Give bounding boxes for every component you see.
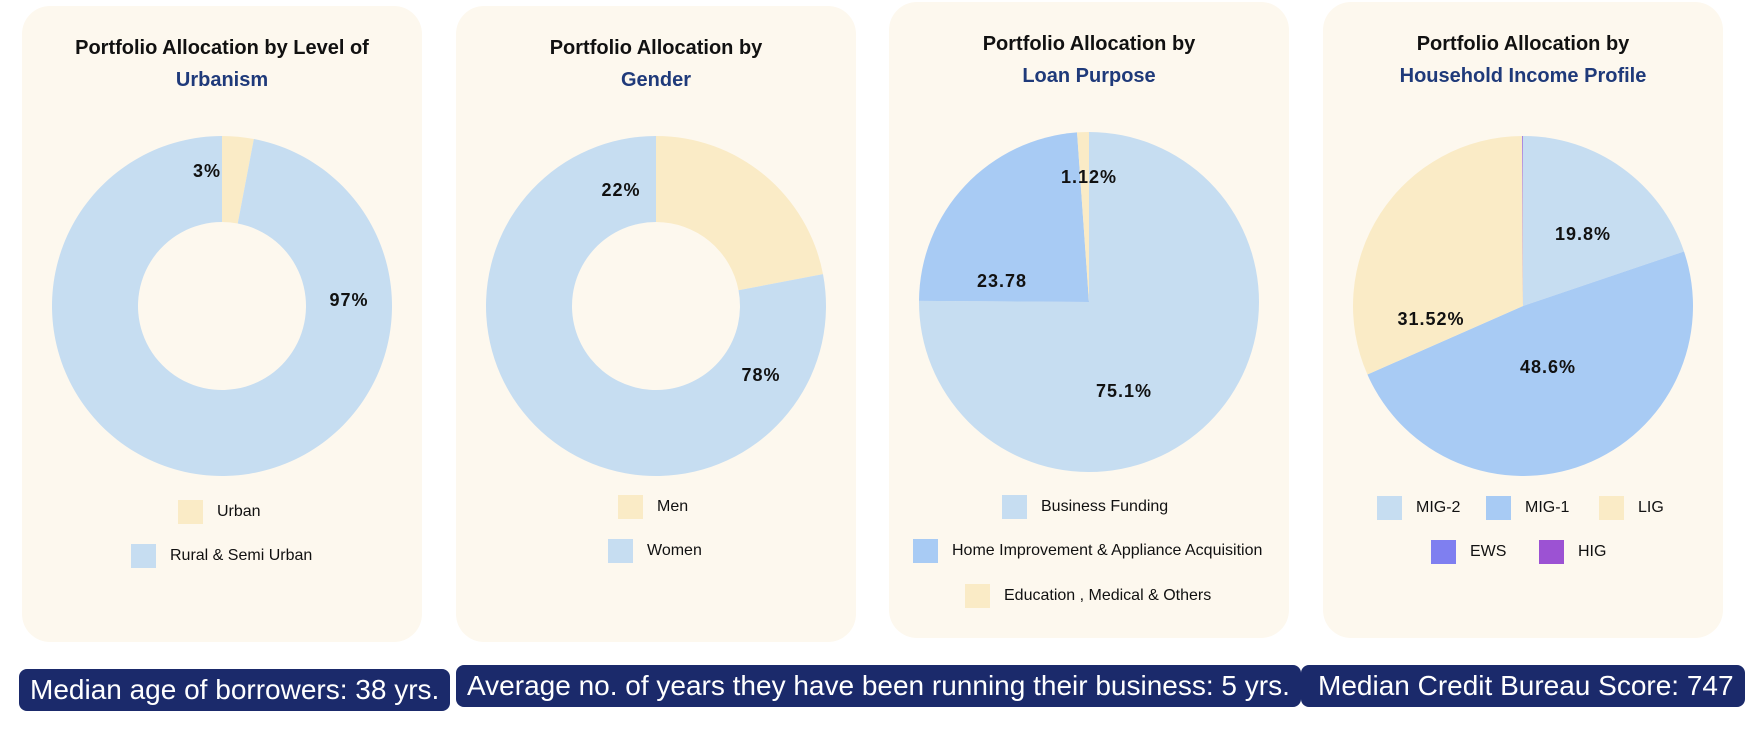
legend-label-mig-2: MIG-2: [1416, 499, 1461, 516]
slice-men: [656, 136, 823, 291]
gender-title-line1: Portfolio Allocation by: [549, 37, 763, 59]
legend-label-business-funding: Business Funding: [1041, 498, 1169, 515]
legend-item-education-medical-others: Education , Medical & Others: [965, 584, 1211, 608]
legend-label-ews: EWS: [1470, 543, 1507, 560]
urbanism-title-line1: Portfolio Allocation by Level of: [75, 37, 369, 59]
legend-swatch-urban: [178, 500, 203, 524]
legend-item-business-funding: Business Funding: [1002, 495, 1168, 519]
credit-score-banner: Median Credit Bureau Score: 747: [1301, 665, 1745, 707]
slice-rural-semi-urban: [51, 136, 392, 477]
gender-chart-title: Portfolio Allocation by Gender: [456, 32, 856, 96]
slice-women: [486, 136, 826, 477]
business-years-banner: Average no. of years they have been runn…: [456, 665, 1301, 707]
legend-label-lig: LIG: [1638, 499, 1664, 516]
gender-donut-chart: 22% 78%: [486, 136, 826, 477]
legend-label-rural-semi-urban: Rural & Semi Urban: [170, 547, 313, 564]
legend-swatch-men: [618, 495, 643, 519]
data-label-business-funding: 75.1%: [1096, 381, 1152, 401]
legend-swatch-business-funding: [1002, 495, 1027, 519]
data-label-mig-1: 48.6%: [1520, 357, 1576, 377]
data-label-rural-semi-urban: 97%: [329, 290, 368, 310]
loan-purpose-title-line1: Portfolio Allocation by: [982, 33, 1196, 55]
legend-item-home-improvement: Home Improvement & Appliance Acquisition: [913, 539, 1262, 563]
income-profile-chart-title: Portfolio Allocation by Household Income…: [1323, 28, 1723, 92]
legend-swatch-women: [608, 539, 633, 563]
legend-swatch-home-improvement: [913, 539, 938, 563]
legend-item-lig: LIG: [1599, 496, 1664, 520]
slice-urban: [222, 136, 254, 224]
data-label-lig: 31.52%: [1397, 309, 1464, 329]
urbanism-donut-chart: 3% 97%: [51, 136, 392, 477]
data-label-education-medical-others: 1.12%: [1061, 167, 1117, 187]
slice-ews: [1522, 136, 1523, 306]
data-label-women: 78%: [741, 365, 780, 385]
data-label-mig-2: 19.8%: [1555, 224, 1611, 244]
gender-card: Portfolio Allocation by Gender 22% 78% Me…: [456, 6, 856, 642]
legend-item-ews: EWS: [1431, 540, 1506, 564]
legend-item-mig-1: MIG-1: [1486, 496, 1569, 520]
legend-label-education-medical-others: Education , Medical & Others: [1004, 587, 1212, 604]
slice-mig-1: [1367, 251, 1694, 477]
slice-lig: [1353, 136, 1523, 375]
loan-purpose-pie-chart: 75.1% 23.78 1.12%: [919, 132, 1259, 472]
data-label-home-improvement-appliance-acquisition: 23.78: [977, 271, 1027, 291]
urbanism-card: Portfolio Allocation by Level of Urbanis…: [22, 6, 422, 642]
urbanism-title-highlight: Urbanism: [175, 69, 269, 91]
legend-item-rural-semi-urban: Rural & Semi Urban: [131, 544, 312, 568]
legend-item-mig-2: MIG-2: [1377, 496, 1460, 520]
legend-swatch-rural-semi-urban: [131, 544, 156, 568]
legend-label-hig: HIG: [1578, 543, 1607, 560]
median-age-banner: Median age of borrowers: 38 yrs.: [19, 669, 451, 711]
legend-label-women: Women: [647, 542, 702, 559]
slice-home-improvement-appliance-acquisition: [919, 132, 1089, 302]
legend-swatch-education-medical-others: [965, 584, 990, 608]
legend-item-hig: HIG: [1539, 540, 1606, 564]
legend-item-urban: Urban: [178, 500, 261, 524]
legend-item-men: Men: [618, 495, 688, 519]
slice-mig-2: [1523, 136, 1685, 306]
loan-purpose-title-highlight: Loan Purpose: [1022, 65, 1156, 87]
legend-label-urban: Urban: [217, 503, 261, 520]
legend-swatch-hig: [1539, 540, 1564, 564]
data-label-urban: 3%: [193, 161, 221, 181]
legend-swatch-lig: [1599, 496, 1624, 520]
legend-label-mig-1: MIG-1: [1525, 499, 1570, 516]
slice-education-medical-others: [1077, 132, 1089, 302]
legend-item-women: Women: [608, 539, 702, 563]
legend-label-home-improvement: Home Improvement & Appliance Acquisition: [952, 542, 1263, 559]
loan-purpose-chart-title: Portfolio Allocation by Loan Purpose: [889, 28, 1289, 92]
legend-swatch-mig-2: [1377, 496, 1402, 520]
legend-swatch-ews: [1431, 540, 1456, 564]
data-label-men: 22%: [601, 180, 640, 200]
legend-swatch-mig-1: [1486, 496, 1511, 520]
income-profile-pie-chart: 19.8% 48.6% 31.52%: [1353, 136, 1694, 477]
income-profile-title-line1: Portfolio Allocation by: [1416, 33, 1630, 55]
income-profile-title-highlight: Household Income Profile: [1399, 65, 1647, 87]
legend-label-men: Men: [657, 498, 689, 515]
gender-title-highlight: Gender: [620, 69, 692, 91]
loan-purpose-card: Portfolio Allocation by Loan Purpose 75.…: [889, 2, 1289, 638]
urbanism-chart-title: Portfolio Allocation by Level of Urbanis…: [22, 32, 422, 96]
income-profile-card: Portfolio Allocation by Household Income…: [1323, 2, 1723, 638]
